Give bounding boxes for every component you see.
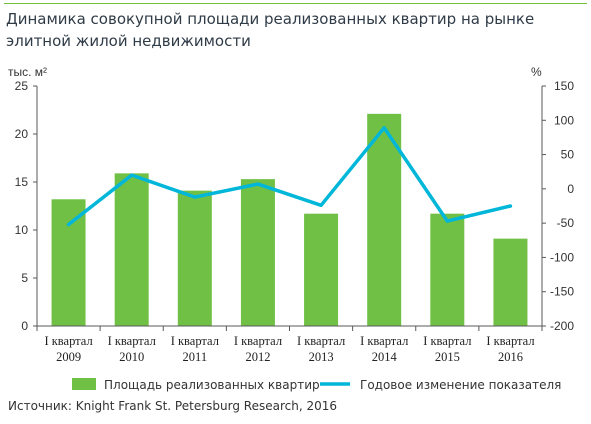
x-category-label: I квартал	[423, 334, 471, 348]
source-note: Источник: Knight Frank St. Petersburg Re…	[8, 399, 337, 413]
right-tick-label: 150	[554, 79, 574, 93]
legend-line-label: Годовое изменение показателя	[360, 378, 561, 392]
right-tick-label: -100	[550, 250, 574, 264]
right-tick-label: -150	[550, 285, 574, 299]
x-category-year: 2009	[56, 350, 81, 364]
left-tick-label: 20	[15, 127, 29, 141]
x-category-label: I квартал	[297, 334, 345, 348]
right-tick-label: 0	[567, 182, 574, 196]
x-category-year: 2010	[119, 350, 144, 364]
x-category-label: I квартал	[234, 334, 282, 348]
bar-2016	[493, 238, 528, 326]
x-category-year: 2015	[435, 350, 460, 364]
bar-2009	[51, 199, 86, 326]
x-category-year: 2013	[309, 350, 334, 364]
bar-2011	[177, 190, 212, 326]
x-category-label: I квартал	[360, 334, 408, 348]
x-category-year: 2011	[183, 350, 208, 364]
line-series-yoy-change	[66, 126, 513, 227]
right-tick-label: -50	[557, 216, 575, 230]
left-tick-label: 10	[15, 223, 29, 237]
left-tick-label: 15	[15, 175, 29, 189]
x-category-year: 2014	[372, 350, 398, 364]
right-tick-label: -200	[550, 319, 574, 333]
right-tick-label: 100	[554, 113, 574, 127]
chart-title: Динамика совокупной площади реализованны…	[6, 10, 535, 50]
bar-2014	[367, 113, 402, 326]
x-category-label: I квартал	[108, 334, 156, 348]
bar-2013	[304, 213, 339, 326]
x-category-year: 2016	[498, 350, 523, 364]
bar-2010	[114, 173, 149, 326]
legend-bar-swatch	[72, 378, 96, 390]
left-tick-label: 0	[21, 319, 28, 333]
bar-2015	[430, 213, 465, 326]
title-rule	[4, 3, 587, 4]
left-tick-label: 5	[21, 271, 28, 285]
right-axis-unit: %	[531, 65, 542, 79]
legend-bar-label: Площадь реализованных квартир	[104, 378, 320, 392]
x-category-year: 2012	[245, 350, 270, 364]
x-category-label: I квартал	[171, 334, 219, 348]
x-category-label: I квартал	[486, 334, 534, 348]
right-tick-label: 50	[561, 148, 575, 162]
left-tick-label: 25	[15, 79, 29, 93]
bar-2012	[240, 179, 275, 326]
x-category-label: I квартал	[44, 334, 92, 348]
left-axis-unit: тыс. м²	[8, 65, 47, 79]
